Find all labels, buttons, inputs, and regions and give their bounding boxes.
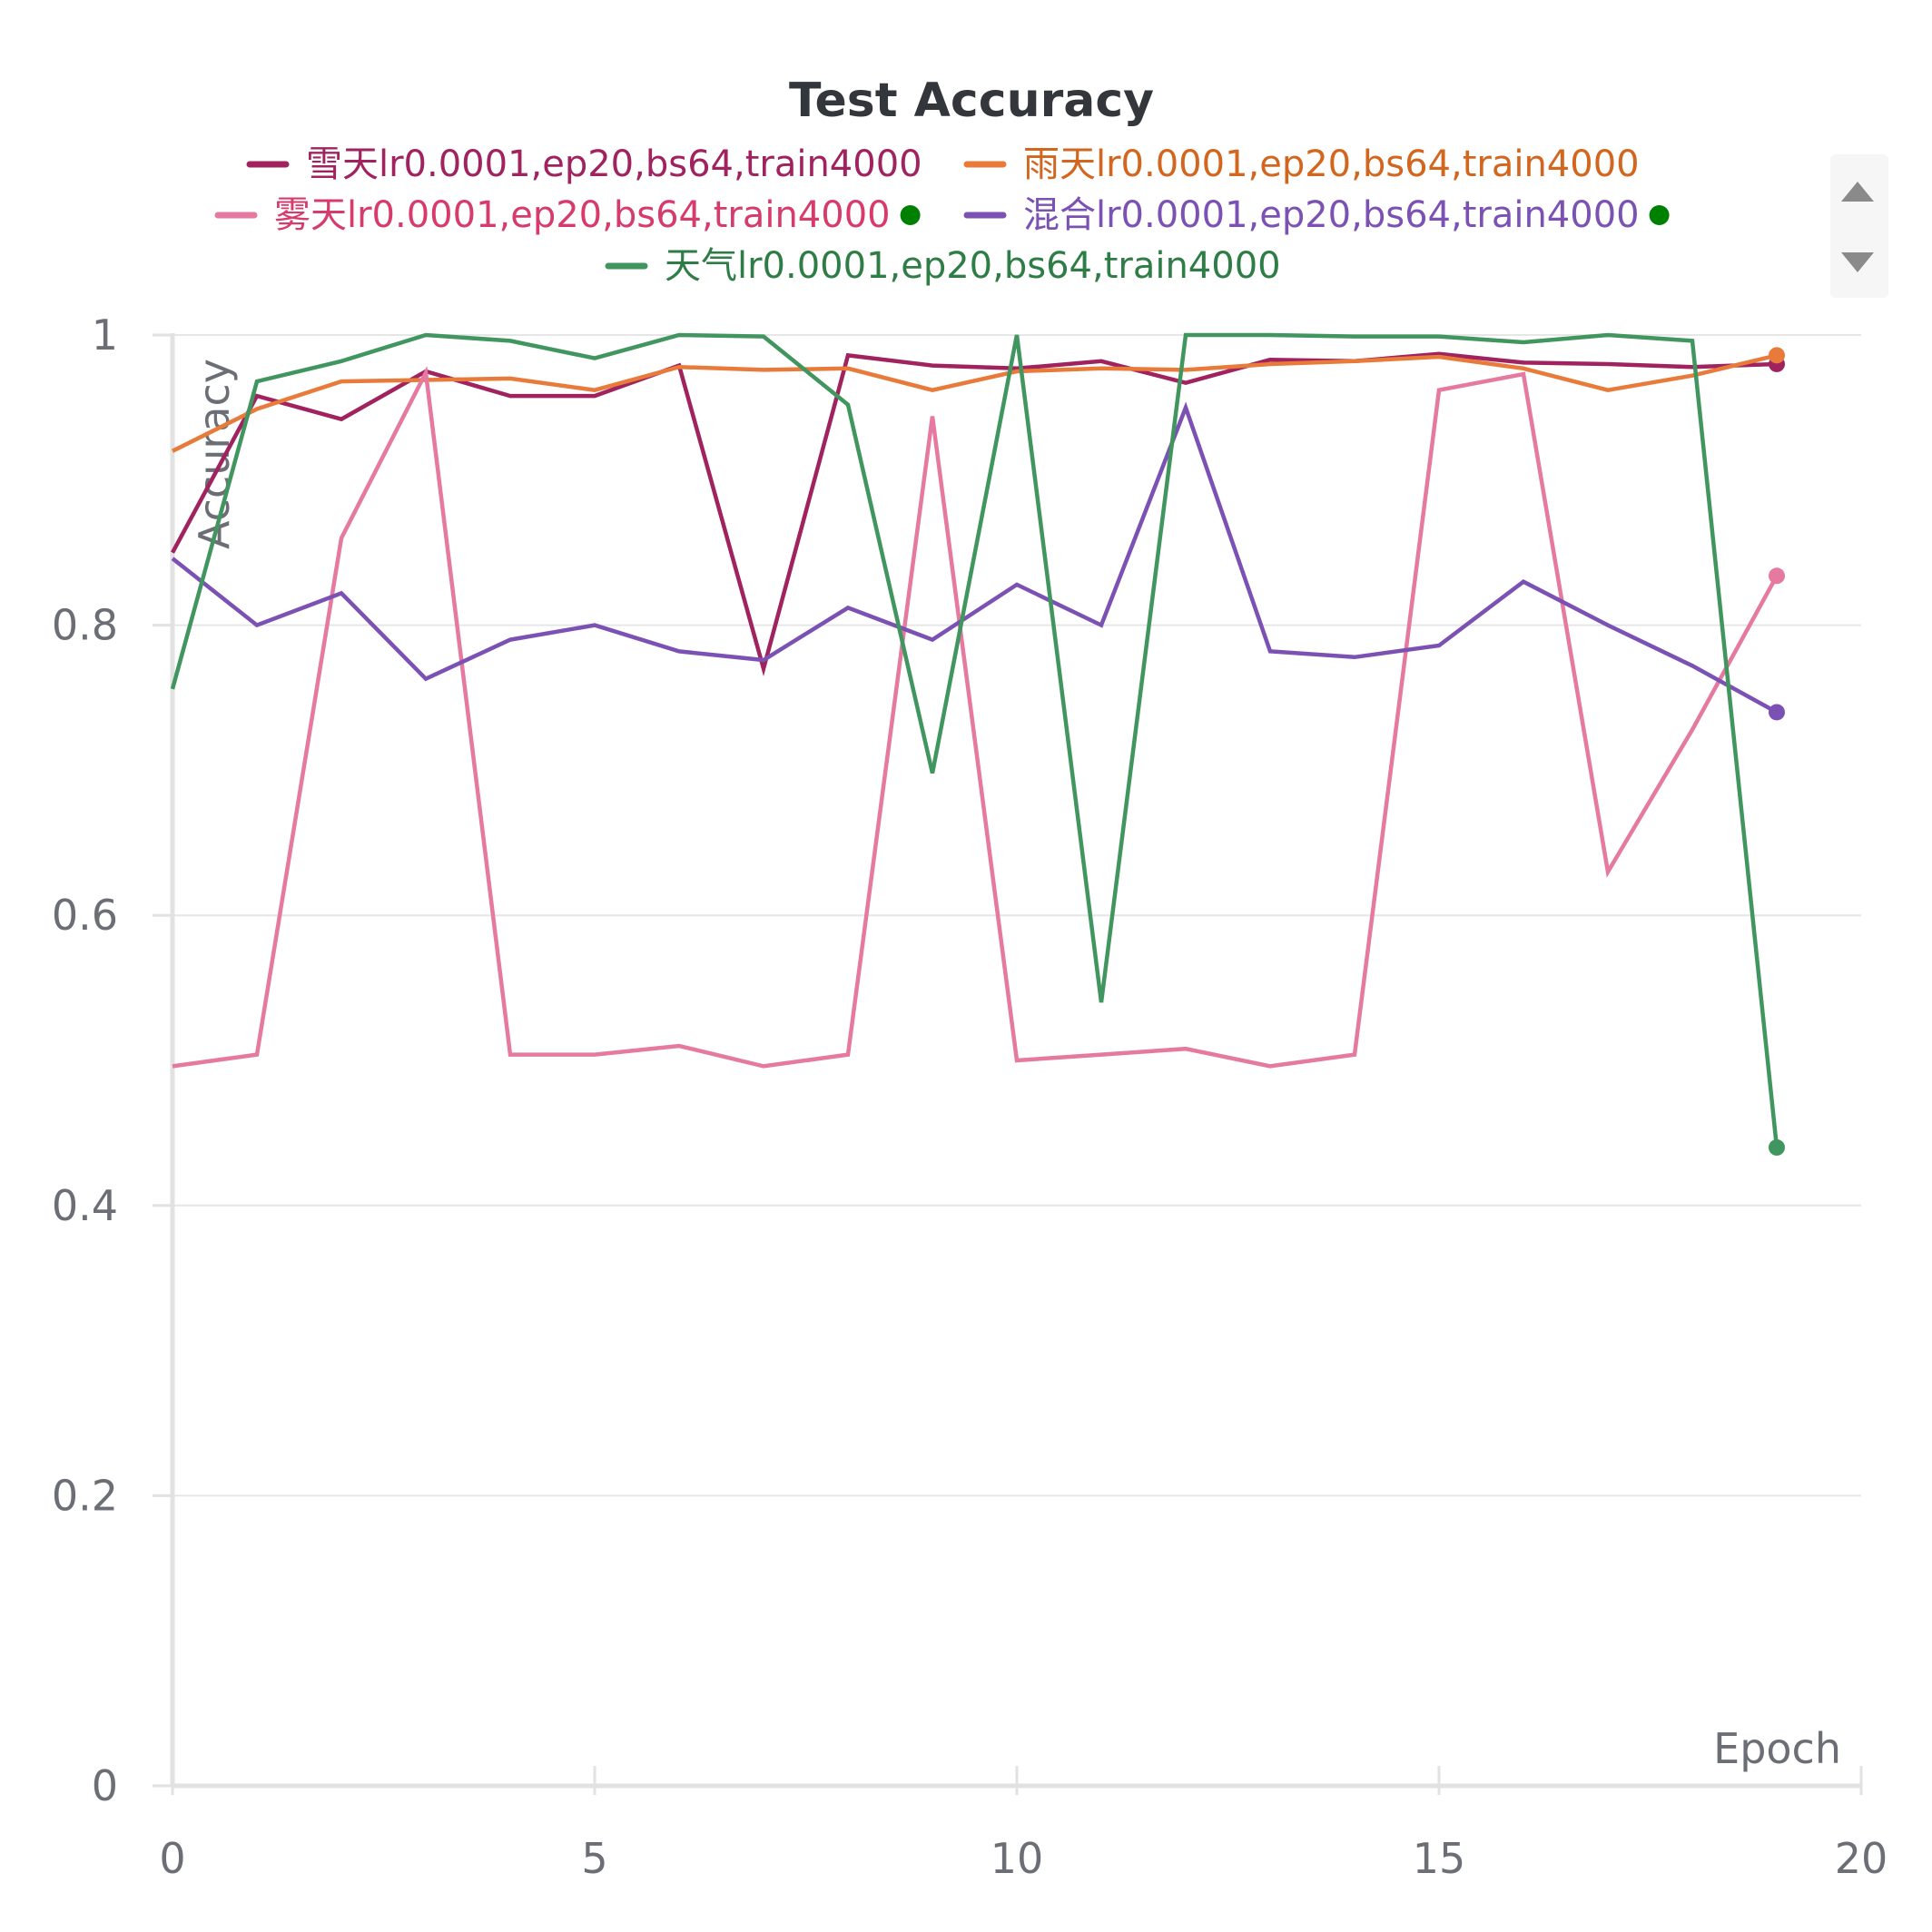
series-line-0 — [171, 351, 1778, 677]
triangle-up-icon[interactable] — [1841, 182, 1874, 202]
series-end-point-4 — [1769, 1138, 1785, 1156]
legend-item-1[interactable]: 雨天lr0.0001,ep20,bs64,train4000 — [963, 143, 1640, 185]
y-tick-label: 0 — [92, 1761, 118, 1810]
legend-status-dot — [900, 205, 921, 225]
y-axis-title: Accuracy — [190, 359, 239, 549]
y-tick-label: 0.2 — [52, 1471, 118, 1520]
x-tick-label: 20 — [1835, 1834, 1888, 1883]
legend-label: 雾天lr0.0001,ep20,bs64,train4000 — [274, 194, 891, 236]
chart-title: Test Accuracy — [789, 74, 1154, 128]
series-end-point-3 — [1769, 704, 1785, 721]
series-end-point-1 — [1769, 347, 1785, 364]
legend-label: 混合lr0.0001,ep20,bs64,train4000 — [1023, 194, 1640, 236]
y-tick-label: 0.4 — [52, 1181, 118, 1230]
legend: 雪天lr0.0001,ep20,bs64,train4000 雨天lr0.0001… — [214, 143, 1670, 287]
series-end-point-2 — [1769, 567, 1785, 585]
x-tick-label: 10 — [991, 1834, 1044, 1883]
legend-label: 雨天lr0.0001,ep20,bs64,train4000 — [1023, 143, 1640, 185]
y-tick-label: 0.6 — [52, 891, 118, 940]
series-lines — [170, 332, 1785, 1156]
legend-item-2[interactable]: 雾天lr0.0001,ep20,bs64,train4000 — [214, 194, 921, 236]
series-line-1 — [171, 353, 1778, 453]
legend-scroller — [1830, 154, 1888, 298]
triangle-down-icon[interactable] — [1841, 252, 1874, 272]
legend-item-4[interactable]: 天气lr0.0001,ep20,bs64,train4000 — [605, 245, 1281, 287]
legend-status-dot — [1649, 205, 1670, 225]
y-tick-label: 1 — [92, 310, 118, 360]
series-line-2 — [172, 365, 1779, 1069]
gridlines — [172, 334, 1861, 1497]
legend-label: 雪天lr0.0001,ep20,bs64,train4000 — [306, 143, 922, 185]
legend-label: 天气lr0.0001,ep20,bs64,train4000 — [665, 245, 1281, 287]
x-tick-label: 15 — [1413, 1834, 1466, 1883]
legend-item-3[interactable]: 混合lr0.0001,ep20,bs64,train4000 — [963, 194, 1670, 236]
legend-item-0[interactable]: 雪天lr0.0001,ep20,bs64,train4000 — [246, 143, 922, 185]
y-tick-label: 0.8 — [52, 601, 118, 650]
axes: 00.20.40.60.810 5 10 15 20 — [52, 310, 1888, 1883]
x-axis-title: Epoch — [1713, 1724, 1841, 1773]
x-tick-label: 5 — [581, 1834, 607, 1883]
series-line-4 — [170, 332, 1779, 1148]
x-tick-label: 0 — [159, 1834, 185, 1883]
series-line-3 — [171, 401, 1779, 715]
